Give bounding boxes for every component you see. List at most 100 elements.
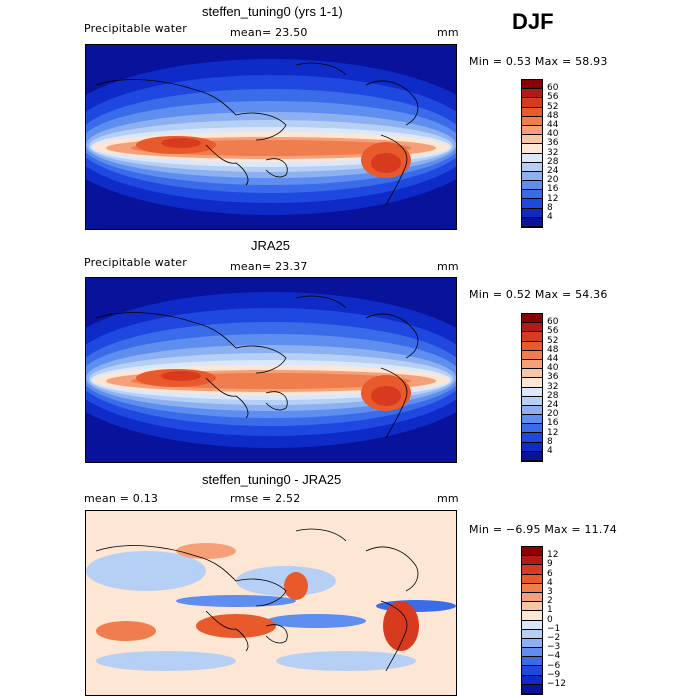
colorbar-tick-label: 44 bbox=[547, 120, 559, 130]
colorbar-segment bbox=[522, 199, 542, 209]
colorbar-segment bbox=[522, 666, 542, 676]
colorbar-segment bbox=[522, 350, 542, 360]
coastline bbox=[380, 134, 408, 206]
colorbar-segment bbox=[522, 565, 542, 575]
coastline bbox=[295, 528, 347, 542]
coastline bbox=[365, 80, 419, 126]
colorbar-tick-label: 24 bbox=[547, 400, 559, 410]
panel1-map-svg bbox=[86, 45, 456, 229]
colorbar-segment bbox=[522, 341, 542, 351]
colorbar-segment bbox=[522, 405, 542, 416]
colorbar-tick-label: 4 bbox=[547, 577, 553, 588]
coastline bbox=[380, 600, 408, 672]
coastline bbox=[265, 391, 288, 411]
colorbar-tick-label: 6 bbox=[547, 568, 553, 579]
colorbar-tick-label: 4 bbox=[547, 212, 553, 222]
colorbar-tick-label: −4 bbox=[547, 651, 561, 662]
colorbar-tick-label: 8 bbox=[547, 436, 553, 447]
panel1-units: mm bbox=[437, 26, 459, 39]
colorbar-tick-label: 28 bbox=[547, 390, 559, 401]
colorbar-segment bbox=[522, 415, 542, 425]
panel1-colorbar: 60 56 52 48 44 40 36 32 28 24 20 16 12 8 4 bbox=[521, 79, 558, 228]
coastline bbox=[205, 144, 249, 186]
coastlines bbox=[95, 295, 419, 439]
colorbar-tick-label: 56 bbox=[547, 92, 559, 103]
coastline bbox=[205, 377, 249, 419]
panel3-title: steffen_tuning0 - JRA25 bbox=[202, 472, 342, 487]
colorbar-segment bbox=[522, 89, 542, 99]
colorbar-tick-label: 1 bbox=[547, 605, 553, 616]
colorbar-segment bbox=[522, 629, 542, 639]
colorbar-tick-label: 36 bbox=[547, 138, 559, 149]
colorbar-segment bbox=[522, 611, 542, 621]
colorbar-segment bbox=[522, 433, 542, 443]
diff-anomaly bbox=[284, 572, 308, 600]
colorbar-tick-label: 8 bbox=[547, 202, 553, 213]
panel2-map-svg bbox=[86, 278, 456, 462]
colorbar-tick-label: −9 bbox=[547, 669, 561, 680]
colorbar-tick-label: 60 bbox=[547, 83, 559, 94]
colorbar-tick-label: −2 bbox=[547, 633, 561, 643]
colorbar-tick-label: 48 bbox=[547, 344, 559, 355]
colorbar-segment bbox=[522, 583, 542, 593]
coastline bbox=[365, 546, 419, 592]
colorbar-tick-label: 48 bbox=[547, 110, 559, 121]
colorbar-segment bbox=[522, 162, 542, 172]
panel3-rmse: rmse = 2.52 bbox=[230, 492, 301, 505]
colorbar-segment bbox=[522, 359, 542, 370]
coastline bbox=[365, 313, 419, 359]
coastline bbox=[95, 79, 287, 141]
colorbar-tick-label: 60 bbox=[547, 317, 559, 328]
colorbar-segment bbox=[522, 574, 542, 584]
colorbar-segment bbox=[522, 556, 542, 566]
diff-anomaly bbox=[176, 543, 236, 559]
coastline bbox=[295, 62, 347, 76]
colorbar-tick-label: −6 bbox=[547, 660, 561, 671]
coastline bbox=[205, 610, 249, 652]
colorbar-tick-label: 12 bbox=[547, 550, 559, 561]
colorbar-tick-label: 44 bbox=[547, 354, 559, 364]
field-maximum bbox=[161, 138, 201, 148]
colorbar-segment bbox=[522, 135, 542, 145]
colorbar-tick-label: 16 bbox=[547, 184, 559, 195]
field-maximum bbox=[371, 386, 401, 406]
diff-anomaly bbox=[96, 651, 236, 671]
season-label: DJF bbox=[512, 9, 554, 34]
panel2-units: mm bbox=[437, 260, 459, 273]
diff-anomaly bbox=[383, 601, 419, 651]
colorbar-tick-label: −3 bbox=[547, 642, 561, 653]
colorbar-tick-label: 4 bbox=[547, 446, 553, 456]
coastline bbox=[265, 158, 288, 178]
colorbar-tick-label: 40 bbox=[547, 363, 559, 374]
colorbar-segment bbox=[522, 648, 542, 658]
colorbar-tick-label: 32 bbox=[547, 381, 559, 392]
coastlines bbox=[95, 62, 419, 206]
colorbar-tick-label: 36 bbox=[547, 372, 559, 383]
colorbar-tick-label: 56 bbox=[547, 326, 559, 337]
colorbar-segment bbox=[522, 378, 542, 388]
panel2-mean: mean= 23.37 bbox=[230, 260, 308, 273]
colorbar-tick-label: 40 bbox=[547, 129, 559, 140]
colorbar-tick-label: 24 bbox=[547, 166, 559, 176]
colorbar-segment bbox=[522, 171, 542, 182]
colorbar-tick-label: 12 bbox=[547, 427, 559, 438]
coastline bbox=[265, 624, 288, 644]
colorbar-segment bbox=[522, 116, 542, 126]
colorbar-segment bbox=[522, 107, 542, 117]
colorbar-segment bbox=[522, 125, 542, 136]
panel1-minmax: Min = 0.53 Max = 58.93 bbox=[469, 55, 608, 68]
panel2-minmax: Min = 0.52 Max = 54.36 bbox=[469, 288, 608, 301]
field-maximum bbox=[161, 371, 201, 381]
panel1-mean: mean= 23.50 bbox=[230, 26, 308, 39]
panel3-units: mm bbox=[437, 492, 459, 505]
diff-anomaly bbox=[86, 551, 206, 591]
coastline bbox=[295, 295, 347, 309]
colorbar-segment bbox=[522, 675, 542, 685]
colorbar-segment bbox=[522, 190, 542, 200]
diff-anomaly bbox=[276, 651, 416, 671]
colorbar-tick-label: −12 bbox=[547, 679, 566, 689]
colorbar-segment bbox=[522, 332, 542, 342]
colorbar-segment bbox=[522, 547, 542, 557]
colorbar-tick-label: −1 bbox=[547, 623, 561, 634]
colorbar-tick-label: 3 bbox=[547, 587, 553, 597]
